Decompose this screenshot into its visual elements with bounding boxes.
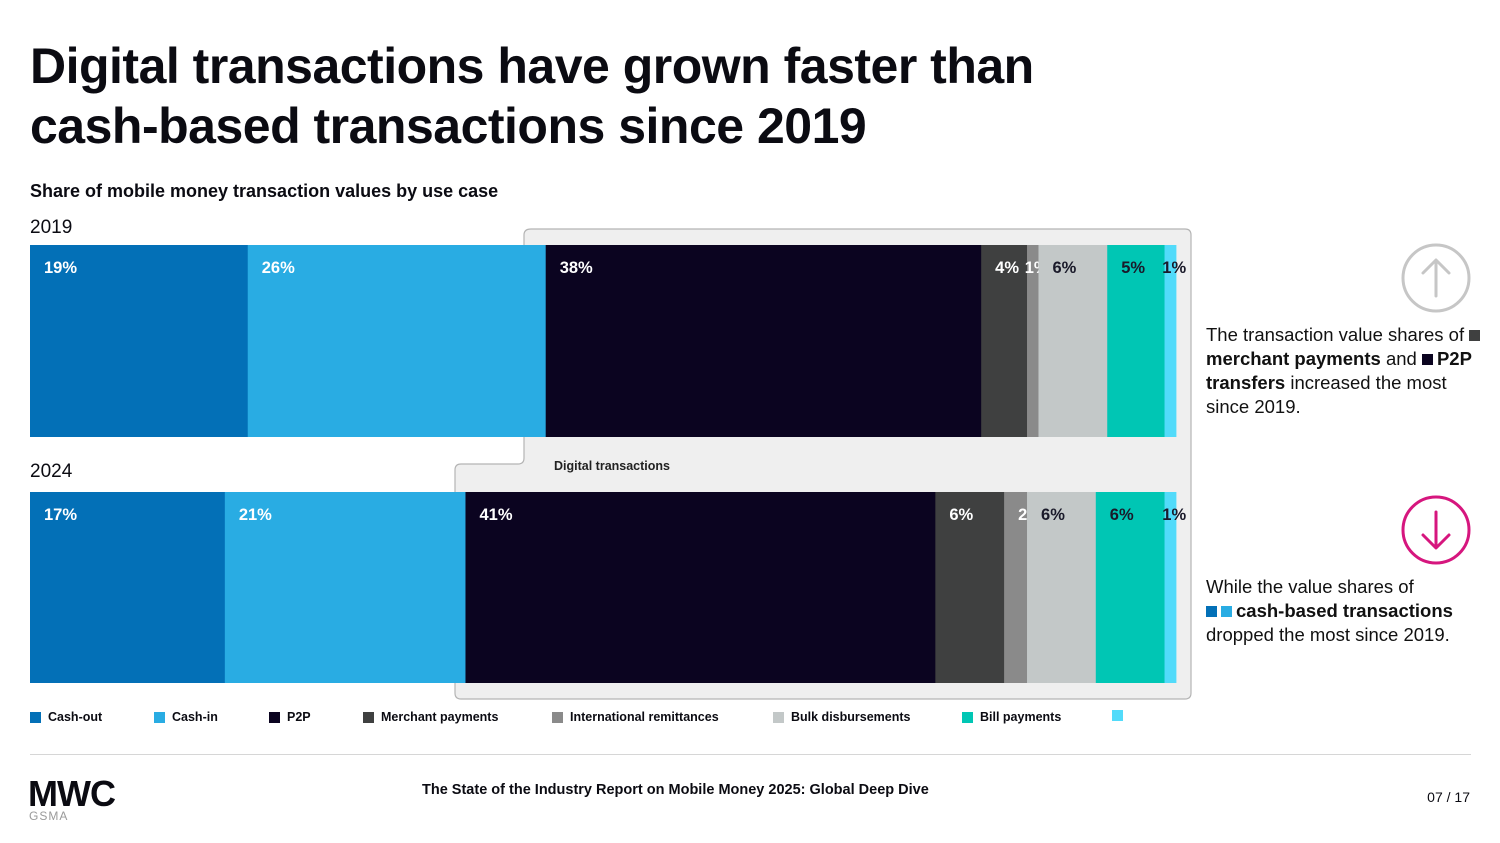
legend-swatch (363, 711, 374, 723)
legend-swatch (1112, 710, 1123, 721)
year-label-2024: 2024 (30, 461, 73, 482)
report-title: The State of the Industry Report on Mobi… (422, 782, 929, 798)
mwc-gsma-logo: MWC GSMA (28, 774, 117, 823)
legend-swatch (962, 711, 973, 723)
callout-increase-lead: The transaction value shares of (1206, 324, 1465, 345)
bar-2019-cash-out (30, 245, 249, 437)
callout-decrease-lead: While the value shares of (1206, 576, 1414, 597)
legend-label: Merchant payments (381, 710, 499, 724)
data-label-2019-bill-payments: 5% (1121, 259, 1145, 277)
arrow-down-circle-icon (1401, 495, 1471, 565)
legend-item-international-remittances: International remittances (552, 710, 719, 724)
merchant-swatch-icon (1469, 330, 1481, 341)
legend-item-cash-out: Cash-out (30, 710, 102, 724)
digital-transactions-label: Digital transactions (554, 459, 670, 473)
year-label-2019: 2019 (30, 217, 73, 238)
bar-2019-p2p (545, 245, 982, 437)
bar-2019-cash-in (247, 245, 547, 437)
bar-2019-bill-payments (1107, 245, 1165, 437)
legend-item-merchant-payments: Merchant payments (363, 710, 498, 724)
data-label-2019-bulk-disbursements: 6% (1052, 259, 1076, 277)
callout-decrease-tail: dropped the most since 2019. (1206, 624, 1450, 645)
footer-divider (30, 754, 1471, 755)
callout-merchant-text: merchant payments (1206, 348, 1381, 369)
legend-item-cash-in: Cash-in (154, 710, 218, 724)
chart-subtitle: Share of mobile money transaction values… (30, 181, 499, 201)
legend-label: Bulk disbursements (791, 710, 911, 724)
arrow-up-circle-icon (1401, 243, 1471, 313)
page-title: Digital transactions have grown faster t… (30, 38, 1034, 154)
bar-2024-cash-out (30, 492, 226, 683)
bar-2019-merchant-payments (981, 245, 1028, 437)
data-label-2024-merchant-payments: 6% (949, 506, 973, 524)
svg-text:GSMA: GSMA (29, 809, 68, 823)
callout-increase-tail: increased the most since 2019. (1206, 372, 1447, 417)
bar-2024-bulk-disbursements (1027, 492, 1097, 683)
callout-cash-text: cash-based transactions (1236, 600, 1453, 621)
legend-swatch (30, 711, 41, 723)
bar-2024-bill-payments (1095, 492, 1165, 683)
data-label-2024-unlabeled: 1% (1162, 506, 1186, 524)
svg-text:MWC: MWC (28, 774, 116, 814)
legend-item-unlabeled (1112, 710, 1130, 721)
data-label-2024-bill-payments: 6% (1110, 506, 1134, 524)
legend-swatch (773, 711, 784, 723)
data-label-2019-unlabeled: 1% (1162, 259, 1186, 277)
callout-increase: The transaction value shares of merchant… (1206, 323, 1486, 419)
legend-label: Bill payments (980, 710, 1062, 724)
legend-item-bill-payments: Bill payments (962, 710, 1061, 724)
bar-2024-merchant-payments (935, 492, 1005, 683)
legend-label: P2P (287, 710, 311, 724)
page-number: 07 / 17 (1427, 789, 1470, 805)
legend-item-p2p: P2P (269, 710, 311, 724)
bar-2019-international-remittances (1027, 245, 1039, 437)
legend-label: Cash-in (172, 710, 218, 724)
data-label-2019-cash-out: 19% (44, 259, 77, 277)
callout-p2p-text: P2P transfers (1206, 348, 1472, 393)
bar-2019-bulk-disbursements (1038, 245, 1108, 437)
bar-2024-unlabeled (1164, 492, 1177, 683)
p2p-swatch-icon (1421, 354, 1433, 365)
legend-swatch (269, 711, 280, 723)
legend-swatch (552, 711, 563, 723)
data-label-2024-bulk-disbursements: 6% (1041, 506, 1065, 524)
legend-label: Cash-out (48, 710, 103, 724)
data-label-2019-merchant-payments: 4% (995, 259, 1019, 277)
data-label-2024-p2p: 41% (479, 506, 512, 524)
data-label-2019-cash-in: 26% (262, 259, 295, 277)
legend-swatch (154, 711, 165, 723)
callout-and-text: and (1385, 348, 1417, 369)
bar-2019-unlabeled (1164, 245, 1177, 437)
data-label-2019-p2p: 38% (560, 259, 593, 277)
data-label-2024-cash-in: 21% (239, 506, 272, 524)
cash-in-swatch-icon (1221, 606, 1232, 617)
bar-2024-cash-in (224, 492, 466, 683)
callout-decrease: While the value shares of cash-based tra… (1206, 575, 1486, 647)
cash-out-swatch-icon (1206, 606, 1217, 617)
bar-2024-p2p (465, 492, 936, 683)
data-label-2024-cash-out: 17% (44, 506, 77, 524)
bar-2024-international-remittances (1004, 492, 1028, 683)
legend-label: International remittances (570, 710, 719, 724)
legend-item-bulk-disbursements: Bulk disbursements (773, 710, 910, 724)
